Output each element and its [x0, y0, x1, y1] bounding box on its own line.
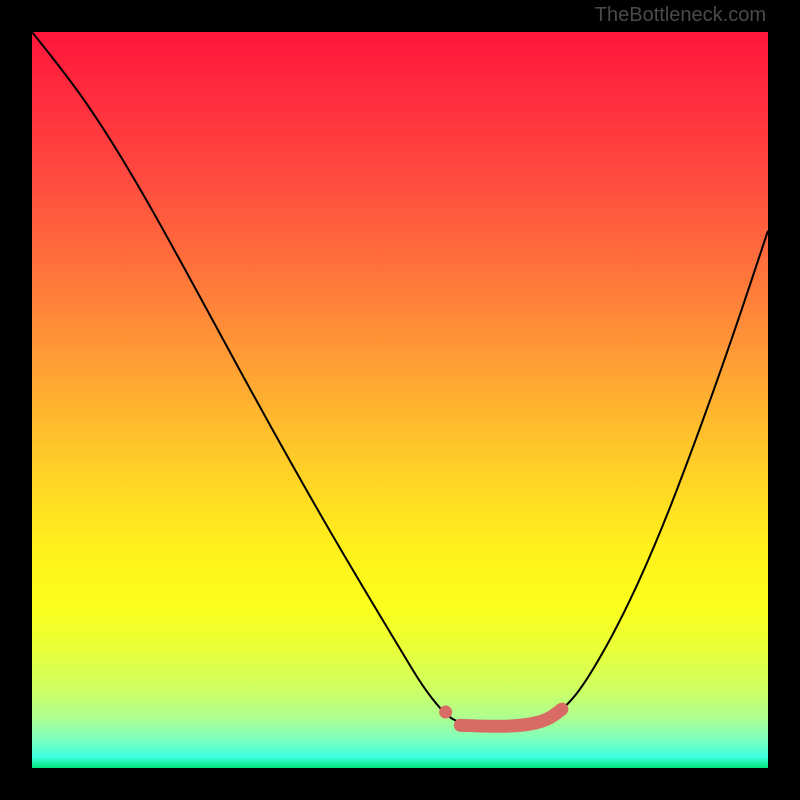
- curve-layer: [32, 32, 768, 768]
- highlight-dot: [439, 706, 452, 719]
- watermark-text: TheBottleneck.com: [595, 4, 766, 27]
- highlight-segment: [460, 709, 562, 726]
- bottleneck-curve: [32, 32, 768, 725]
